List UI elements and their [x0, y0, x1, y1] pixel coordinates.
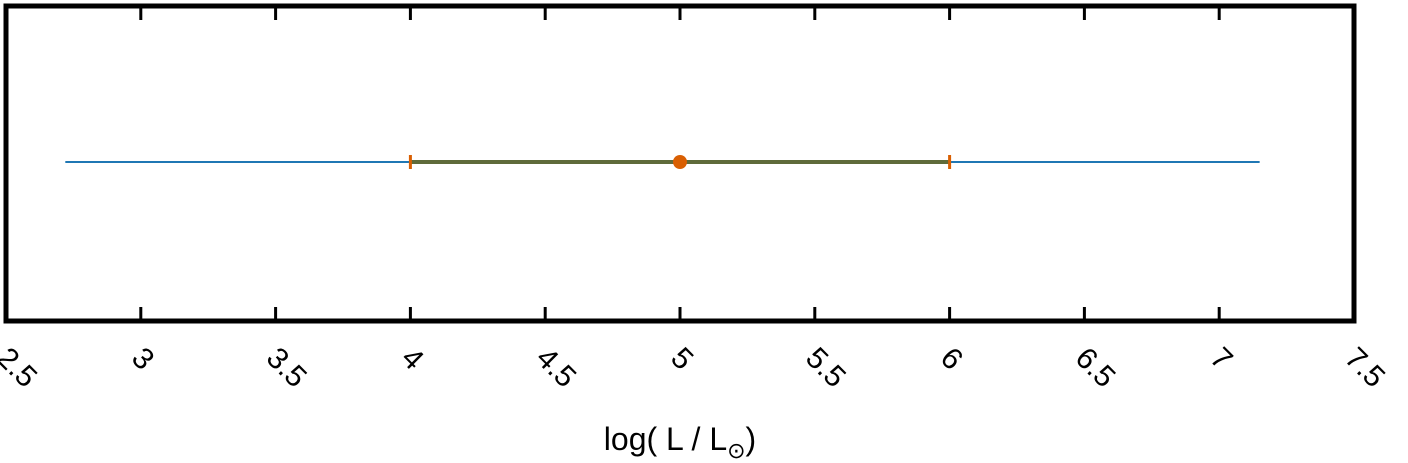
x-axis-label: log( L / L⊙): [604, 421, 756, 463]
x-tick-label-6: 6: [934, 341, 969, 376]
x-ticks: [4, 6, 1356, 321]
x-tick-label-5: 5: [664, 341, 699, 376]
data-point: [673, 155, 687, 169]
data-marks: [65, 155, 1260, 169]
x-tick-label-5.5: 5.5: [799, 341, 852, 394]
x-tick-label-7: 7: [1204, 341, 1239, 376]
x-tick-labels: 2.5 3 3.5 4 4.5 5 5.5 6 6.5 7 7.5: [0, 341, 1391, 394]
x-tick-label-3.5: 3.5: [260, 341, 313, 394]
x-tick-label-4: 4: [395, 341, 430, 376]
x-tick-label-3: 3: [125, 341, 160, 376]
x-tick-label-7.5: 7.5: [1338, 341, 1391, 394]
x-tick-label-2.5: 2.5: [0, 341, 43, 394]
x-tick-label-6.5: 6.5: [1069, 341, 1122, 394]
x-tick-label-4.5: 4.5: [530, 341, 583, 394]
